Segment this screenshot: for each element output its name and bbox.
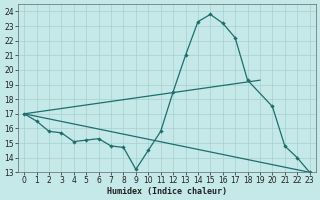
X-axis label: Humidex (Indice chaleur): Humidex (Indice chaleur) — [107, 187, 227, 196]
